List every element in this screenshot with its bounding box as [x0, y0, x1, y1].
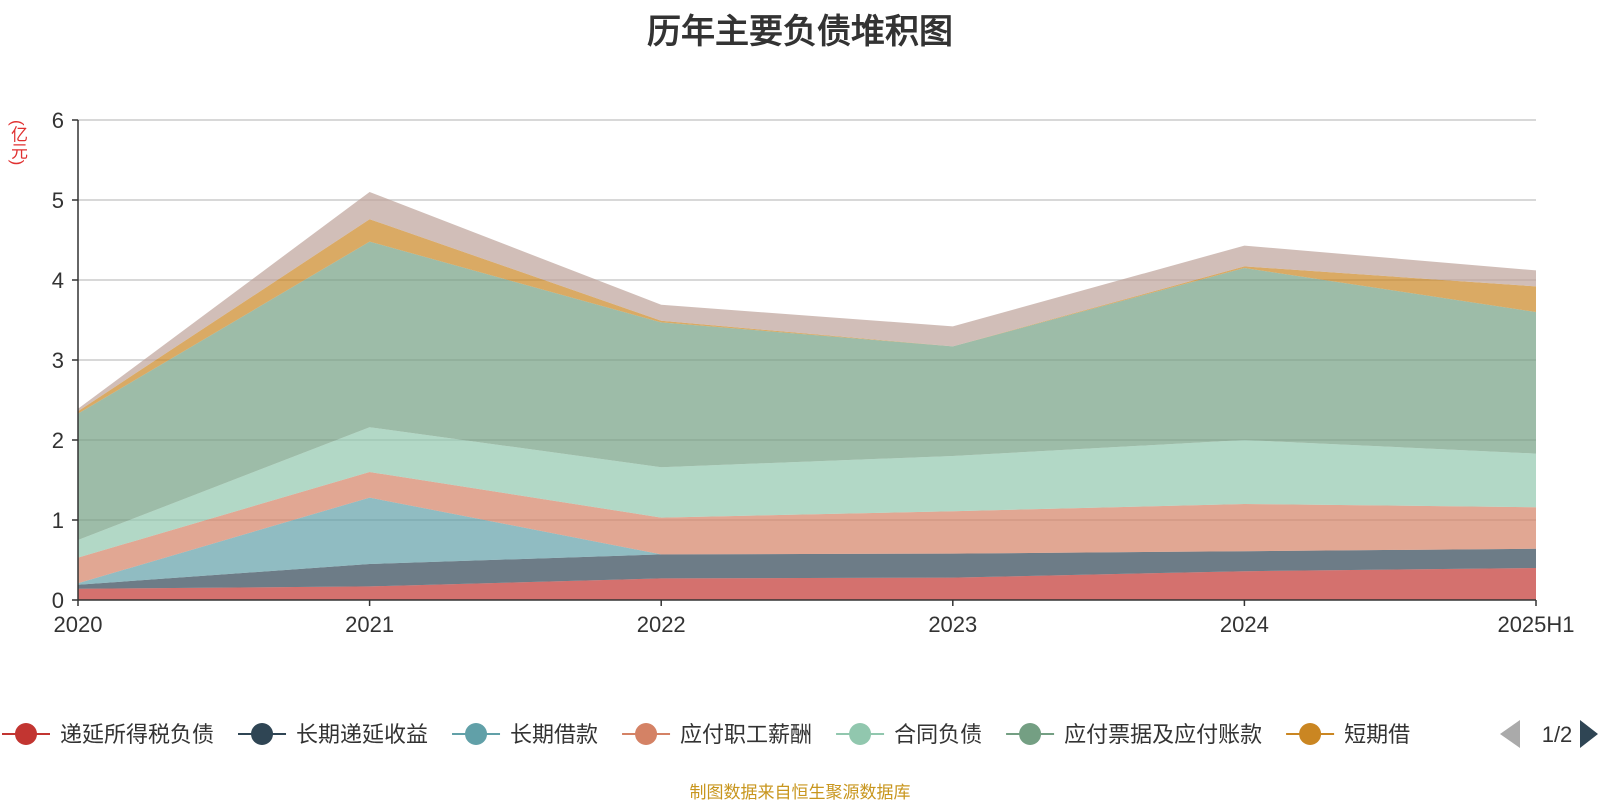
y-tick-label: 4 [52, 268, 64, 293]
y-tick-label: 6 [52, 108, 64, 133]
legend-marker [251, 723, 274, 745]
x-tick-label: 2023 [928, 612, 977, 637]
x-tick-label: 2025H1 [1497, 612, 1574, 637]
legend-item-0[interactable]: 递延所得税负债 [2, 722, 214, 747]
legend-item-6[interactable]: 短期借 [1286, 722, 1410, 747]
y-tick-label: 2 [52, 428, 64, 453]
triangle-right-icon[interactable] [1580, 720, 1598, 748]
legend-page-indicator: 1/2 [1542, 722, 1573, 747]
legend-marker [635, 723, 658, 745]
legend-item-2[interactable]: 长期借款 [452, 722, 598, 747]
legend-label: 合同负债 [894, 722, 982, 747]
area-series-5[interactable] [78, 241, 1536, 540]
source-note: 制图数据来自恒生聚源数据库 [689, 783, 911, 802]
legend-label: 长期借款 [510, 722, 598, 747]
legend-item-1[interactable]: 长期递延收益 [238, 722, 428, 747]
y-tick-label: 5 [52, 188, 64, 213]
legend-label: 递延所得税负债 [60, 722, 214, 747]
legend: 递延所得税负债 长期递延收益 长期借款 应付职工薪酬 合同负债 应付票据及应付账款 短期借 1… [2, 720, 1598, 748]
legend-item-4[interactable]: 合同负债 [836, 722, 982, 747]
legend-marker [849, 723, 872, 745]
legend-label: 短期借 [1344, 722, 1410, 747]
axis-layer: 0 1 2 3 4 5 6 2020 2021 2022 2023 2024 2025H1 [52, 108, 1575, 637]
legend-marker [1299, 723, 1322, 745]
legend-item-3[interactable]: 应付职工薪酬 [622, 722, 812, 747]
y-tick-label: 0 [52, 588, 64, 613]
triangle-left-icon[interactable] [1500, 720, 1520, 748]
y-axis-unit-label: (亿元) [8, 120, 27, 166]
area-series-1[interactable] [78, 548, 1536, 589]
chart-title: 历年主要负债堆积图 [647, 13, 953, 51]
legend-label: 应付票据及应付账款 [1064, 722, 1262, 747]
legend-label: 应付职工薪酬 [680, 722, 812, 747]
legend-marker [465, 723, 488, 745]
x-tick-label: 2024 [1220, 612, 1269, 637]
area-series-3[interactable] [78, 472, 1536, 584]
x-tick-label: 2021 [345, 612, 394, 637]
y-tick-label: 3 [52, 348, 64, 373]
legend-marker [1019, 723, 1042, 745]
x-tick-label: 2020 [54, 612, 103, 637]
legend-item-5[interactable]: 应付票据及应付账款 [1006, 722, 1262, 747]
area-series-0[interactable] [78, 568, 1536, 600]
y-tick-label: 1 [52, 508, 64, 533]
legend-marker [15, 723, 37, 745]
area-series-2[interactable] [78, 497, 1536, 585]
area-series-4[interactable] [78, 427, 1536, 558]
x-tick-label: 2022 [637, 612, 686, 637]
legend-label: 长期递延收益 [296, 722, 428, 747]
area-layer [78, 192, 1536, 600]
